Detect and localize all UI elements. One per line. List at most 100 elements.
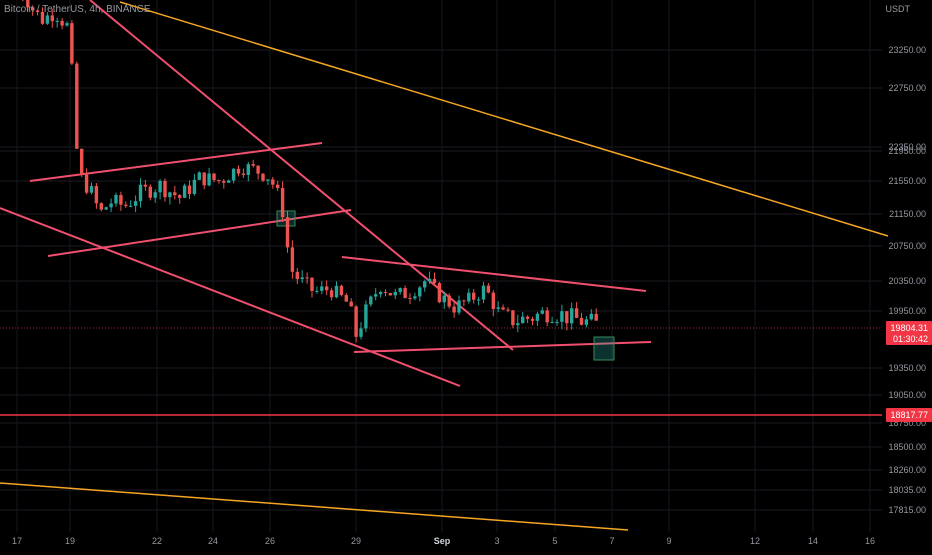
- grid: [0, 0, 882, 532]
- trendline: [341, 256, 647, 292]
- candle-body: [545, 310, 549, 323]
- candle-body: [178, 195, 182, 198]
- time-tick-label: 14: [808, 536, 818, 546]
- candle-body: [418, 287, 422, 297]
- candle-body: [89, 185, 94, 193]
- candle-body: [84, 174, 89, 193]
- candle-body: [202, 172, 206, 186]
- candle-body: [339, 285, 344, 296]
- candle-body: [437, 283, 442, 303]
- trendline: [89, 0, 514, 351]
- candle-body: [236, 168, 241, 174]
- candle-body: [521, 316, 525, 324]
- price-tick-label: 21150.00: [889, 209, 926, 219]
- candle-body: [550, 322, 554, 324]
- candlesticks: [22, 0, 598, 343]
- candle-body: [99, 203, 103, 210]
- candle-body: [506, 309, 510, 311]
- candle-body: [45, 15, 50, 24]
- time-tick-label: 26: [265, 536, 275, 546]
- price-tick-label: 19950.00: [888, 306, 926, 316]
- candle-body: [525, 316, 530, 319]
- price-tick-label: 18035.00: [888, 485, 926, 495]
- candle-body: [276, 184, 280, 189]
- candle-body: [516, 323, 520, 326]
- time-tick-label: 9: [666, 536, 671, 546]
- candle-body: [192, 179, 197, 194]
- candle-body: [119, 195, 123, 205]
- candle-body: [378, 292, 383, 295]
- candle-body: [290, 247, 295, 272]
- trendlines[interactable]: [0, 0, 889, 531]
- countdown-timer: 01:30:42: [893, 334, 928, 344]
- candle-body: [133, 201, 138, 206]
- candle-body: [374, 294, 378, 297]
- candle-body: [222, 180, 226, 183]
- candle-body: [217, 179, 221, 181]
- trendline: [29, 142, 323, 182]
- time-tick-label: 24: [208, 536, 218, 546]
- candle-body: [579, 317, 584, 325]
- candle-body: [143, 184, 148, 187]
- long-resistance-line: [119, 1, 889, 237]
- candle-body: [50, 15, 54, 22]
- candle-body: [349, 301, 353, 307]
- candle-body: [442, 295, 446, 303]
- candle-body: [589, 313, 593, 320]
- candle-body: [94, 185, 99, 204]
- candle-body: [271, 179, 275, 185]
- candle-body: [261, 173, 265, 181]
- price-tick-label: 17815.00: [888, 505, 926, 515]
- candle-body: [129, 205, 133, 207]
- trendline: [353, 341, 652, 353]
- candle-body: [241, 173, 246, 175]
- time-tick-label: 19: [65, 536, 75, 546]
- candle-body: [486, 285, 491, 293]
- time-tick-label: 5: [552, 536, 557, 546]
- candle-body: [227, 180, 231, 183]
- candle-body: [413, 296, 417, 299]
- candle-body: [334, 285, 339, 298]
- price-tick-label: 18500.00: [888, 442, 926, 452]
- candle-body: [570, 308, 574, 324]
- candle-body: [359, 328, 363, 337]
- candle-body: [60, 20, 64, 26]
- candle-body: [124, 204, 128, 206]
- candle-body: [369, 296, 373, 305]
- candle-body: [31, 7, 35, 11]
- candle-body: [403, 288, 407, 299]
- time-tick-label: Sep: [434, 536, 451, 546]
- price-tick-label: 20750.00: [888, 241, 926, 251]
- time-axis[interactable]: 17 19 22 24 26 29 Sep 3 5 7 9 12 14 16: [12, 536, 875, 546]
- candle-body: [491, 292, 495, 309]
- candle-body: [207, 173, 211, 186]
- candle-body: [383, 292, 388, 294]
- candle-body: [246, 164, 250, 175]
- price-tick-label: 18260.00: [888, 465, 926, 475]
- candle-body: [138, 184, 143, 202]
- price-tick-label: 20350.00: [888, 276, 926, 286]
- candle-body: [427, 278, 432, 282]
- candle-body: [153, 192, 157, 198]
- candle-body: [325, 286, 329, 291]
- price-tick-label: 19050.00: [888, 390, 926, 400]
- candle-body: [158, 180, 162, 193]
- currency-unit-label: USDT: [885, 4, 911, 14]
- price-tick-label: 23250.00: [888, 45, 926, 55]
- candle-body: [388, 292, 393, 296]
- candle-body: [256, 165, 260, 174]
- candle-body: [320, 286, 324, 291]
- candle-body: [462, 300, 466, 302]
- level-price-badge: [886, 408, 932, 422]
- candle-body: [555, 321, 559, 323]
- symbol-title[interactable]: Bitcoin / TetherUS, 4h, BINANCE: [4, 4, 151, 15]
- time-tick-label: 3: [494, 536, 499, 546]
- candle-body: [452, 306, 456, 313]
- candle-body: [393, 291, 397, 296]
- candle-body: [266, 179, 270, 181]
- price-tick-label: 18750.00: [888, 418, 926, 428]
